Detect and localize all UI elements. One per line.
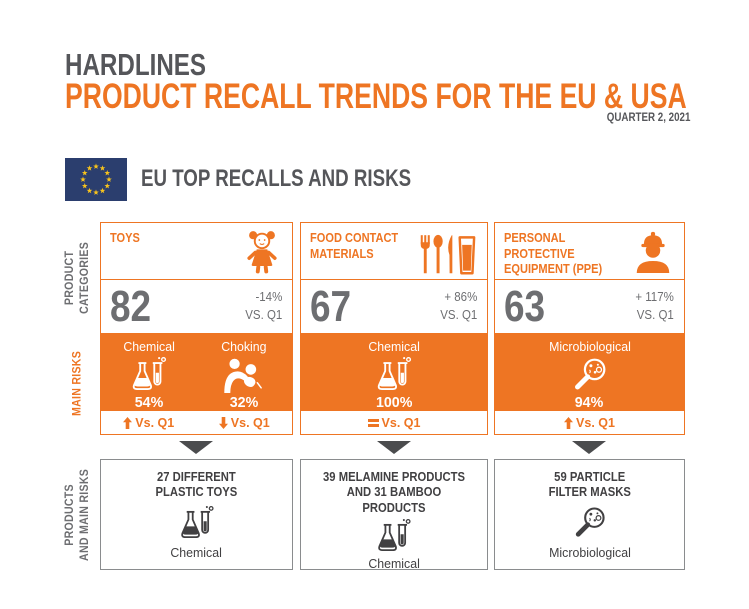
down-arrow-icon bbox=[218, 416, 228, 429]
microbe-magnifier-icon bbox=[569, 356, 611, 393]
report-quarter: QUARTER 2, 2021 bbox=[606, 112, 690, 124]
recall-change: + 86% VS. Q1 bbox=[439, 290, 477, 322]
products-title: 59 PARTICLE FILTER MASKS bbox=[548, 470, 631, 500]
main-risks-panel: Microbiological 94% bbox=[495, 333, 684, 411]
doll-icon bbox=[241, 229, 283, 280]
section-title: EU TOP RECALLS AND RISKS bbox=[141, 165, 412, 192]
card-header: TOYS bbox=[101, 223, 292, 280]
chemical-flask-icon bbox=[373, 518, 415, 554]
chemical-flask-icon bbox=[372, 356, 416, 393]
risk-chemical: Chemical 100 bbox=[368, 339, 420, 411]
microbe-magnifier-icon bbox=[570, 503, 610, 544]
risk-microbiological: Microbiological 94% bbox=[548, 339, 631, 411]
choking-icon bbox=[221, 356, 267, 393]
category-title: TOYS bbox=[110, 230, 140, 245]
trend-microbiological: Vs. Q1 bbox=[495, 416, 684, 430]
trend-footer: Vs. Q1 bbox=[495, 411, 684, 434]
main-risks-panel: Chemical 54% bbox=[101, 333, 292, 411]
card-stats: 82 -14% VS. Q1 bbox=[101, 280, 292, 333]
category-title: PERSONAL PROTECTIVE EQUIPMENT (PPE) bbox=[504, 230, 603, 277]
trend-chemical: Vs. Q1 bbox=[101, 416, 197, 430]
category-card-toys: TOYS 82 -14% bbox=[100, 222, 293, 435]
products-risk-label: Chemical bbox=[368, 555, 420, 571]
products-card-toys: 27 DIFFERENT PLASTIC TOYS Chemical bbox=[100, 459, 293, 570]
up-arrow-icon bbox=[123, 416, 133, 429]
up-arrow-icon bbox=[564, 416, 574, 429]
side-label-main-risks: MAIN RISKS bbox=[71, 350, 84, 417]
products-card-food-contact: 39 MELAMINE PRODUCTS AND 31 BAMBOO PRODU… bbox=[300, 459, 488, 571]
category-card-ppe: PERSONAL PROTECTIVE EQUIPMENT (PPE) 63 +… bbox=[494, 222, 685, 435]
side-label-products-and-main-risks: PRODUCTS AND MAIN RISKS bbox=[64, 468, 91, 561]
cutlery-icon bbox=[416, 233, 478, 280]
recall-count: 82 bbox=[110, 282, 152, 331]
products-risk-label: Microbiological bbox=[548, 545, 631, 560]
risk-choking: Choking 32% bbox=[221, 339, 267, 411]
card-stats: 67 + 86% VS. Q1 bbox=[301, 280, 487, 333]
page-kicker: HARDLINES bbox=[65, 47, 207, 82]
card-header: FOOD CONTACT MATERIALS bbox=[301, 223, 487, 280]
trend-choking: Vs. Q1 bbox=[197, 416, 293, 430]
recall-count: 63 bbox=[504, 282, 546, 331]
products-title: 39 MELAMINE PRODUCTS AND 31 BAMBOO PRODU… bbox=[323, 470, 465, 515]
connector-triangle bbox=[572, 441, 606, 454]
recall-change: + 117% VS. Q1 bbox=[635, 290, 674, 322]
worker-icon bbox=[631, 229, 675, 278]
category-title: FOOD CONTACT MATERIALS bbox=[310, 230, 399, 261]
chemical-flask-icon bbox=[127, 356, 171, 393]
trend-chemical: Vs. Q1 bbox=[301, 416, 487, 430]
recall-change: -14% VS. Q1 bbox=[244, 290, 282, 322]
card-header: PERSONAL PROTECTIVE EQUIPMENT (PPE) bbox=[495, 223, 684, 280]
products-risk-label: Chemical bbox=[170, 545, 223, 560]
connector-triangle bbox=[179, 441, 213, 454]
main-risks-panel: Chemical 100 bbox=[301, 333, 487, 411]
card-stats: 63 + 117% VS. Q1 bbox=[495, 280, 684, 333]
products-card-ppe: 59 PARTICLE FILTER MASKS Microbiological bbox=[494, 459, 685, 570]
eu-flag-icon bbox=[64, 158, 128, 201]
equals-icon bbox=[367, 418, 379, 427]
category-card-food-contact: FOOD CONTACT MATERIALS bbox=[300, 222, 488, 435]
risk-chemical: Chemical 54% bbox=[123, 339, 175, 411]
connector-triangle bbox=[377, 441, 411, 454]
chemical-flask-icon bbox=[176, 503, 218, 544]
trend-footer: Vs. Q1 bbox=[301, 411, 487, 434]
products-title: 27 DIFFERENT PLASTIC TOYS bbox=[155, 470, 238, 500]
trend-footer: Vs. Q1 Vs. Q1 bbox=[101, 411, 292, 434]
recall-count: 67 bbox=[310, 282, 352, 331]
page-title: PRODUCT RECALL TRENDS FOR THE EU & USA bbox=[65, 77, 687, 116]
